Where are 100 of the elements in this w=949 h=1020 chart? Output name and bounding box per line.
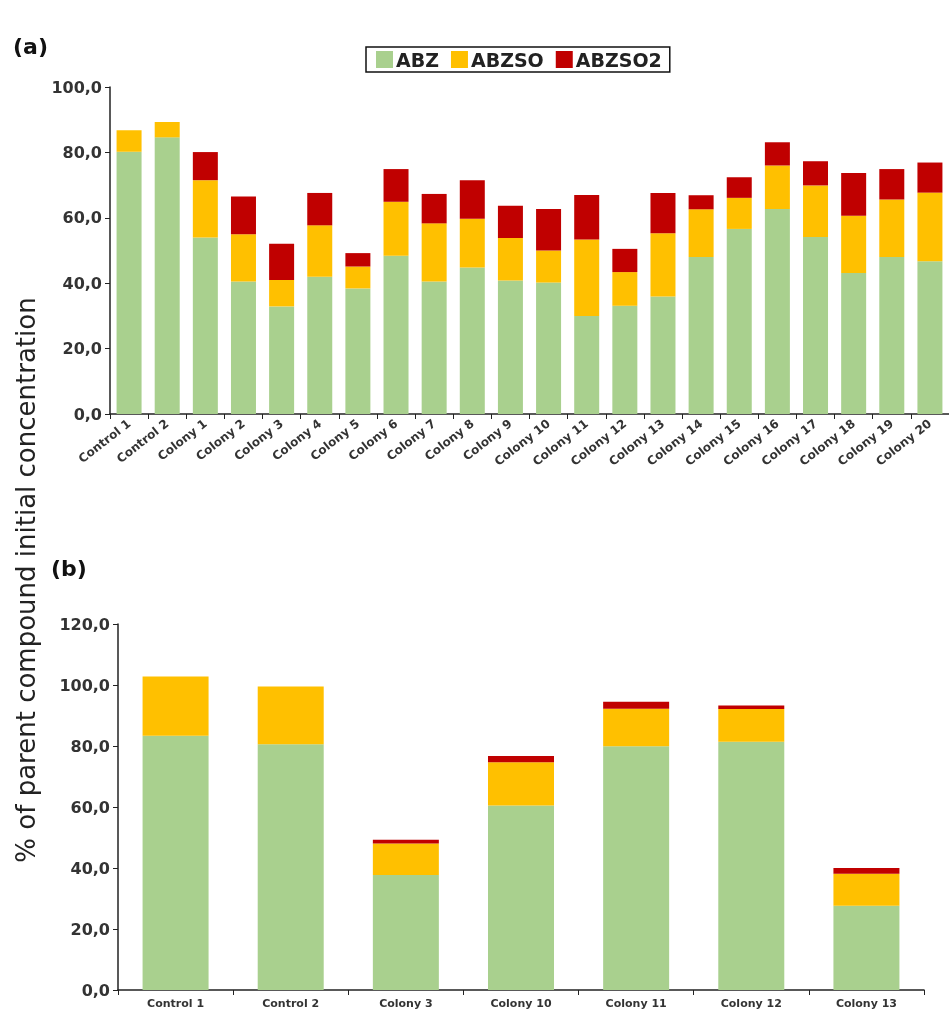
bar (497, 280, 523, 414)
bar (383, 201, 409, 256)
bar (383, 255, 409, 414)
bar (841, 273, 867, 414)
bar (726, 197, 752, 229)
bar (917, 192, 943, 262)
bar (833, 905, 900, 990)
x-tick-label: Control 2 (262, 997, 320, 1010)
bar (803, 237, 829, 414)
bar (650, 296, 676, 414)
y-tick-label: 0,0 (81, 980, 110, 1000)
bar (488, 756, 554, 763)
bar (459, 180, 485, 219)
bar (574, 315, 600, 414)
bar (536, 208, 562, 251)
bar (488, 762, 554, 806)
bar (917, 162, 943, 193)
bar (688, 209, 714, 258)
bar (345, 266, 371, 289)
x-tick-label: Colony 12 (720, 997, 782, 1010)
bar (650, 233, 676, 297)
bar (497, 238, 523, 281)
y-tick-label: 120,0 (59, 614, 110, 634)
x-tick-label: Colony 13 (835, 997, 897, 1010)
bar (879, 199, 905, 258)
bar (307, 225, 333, 277)
bar (192, 237, 218, 414)
bar (764, 165, 790, 209)
bar (192, 152, 218, 181)
bar (879, 257, 905, 414)
bar (536, 250, 562, 283)
bar (612, 272, 638, 306)
bar (230, 281, 256, 414)
bar (603, 746, 670, 990)
x-tick-label: Colony 11 (605, 997, 667, 1010)
bar (142, 735, 209, 990)
bar (269, 279, 295, 307)
bar (718, 709, 785, 742)
y-tick-label: 40,0 (70, 858, 110, 878)
bar (345, 253, 371, 267)
x-tick-label: Colony 10 (490, 997, 552, 1010)
bar (230, 196, 256, 235)
bar (497, 205, 523, 239)
bar (372, 875, 439, 990)
bar (917, 261, 943, 414)
bar (459, 218, 485, 268)
bar (803, 185, 829, 238)
bar (192, 180, 218, 238)
bar (307, 276, 333, 414)
bar (154, 137, 180, 414)
y-tick-label: 80,0 (62, 142, 102, 162)
bar (764, 142, 790, 166)
bar (688, 257, 714, 414)
bar (459, 267, 485, 414)
bar (154, 121, 180, 138)
bar (230, 234, 256, 282)
y-tick-label: 20,0 (70, 919, 110, 939)
y-tick-label: 20,0 (62, 339, 102, 359)
chart-title: (a) (13, 33, 48, 59)
bar (421, 281, 447, 414)
bar (372, 839, 439, 844)
legend-label: ABZ (396, 48, 439, 71)
y-tick-label: 60,0 (62, 208, 102, 228)
y-tick-label: 40,0 (62, 273, 102, 293)
bar (574, 194, 600, 240)
bar (269, 306, 295, 414)
bar (879, 169, 905, 200)
bar (257, 686, 324, 745)
bar (726, 228, 752, 414)
bar (257, 744, 324, 990)
bar (421, 193, 447, 224)
bar (803, 161, 829, 186)
x-tick-label: Colony 3 (379, 997, 433, 1010)
bar (603, 701, 670, 709)
bar (841, 173, 867, 216)
bar (718, 741, 785, 990)
bar (345, 288, 371, 414)
bar (383, 169, 409, 202)
bar (536, 282, 562, 414)
bar (142, 676, 209, 736)
y-tick-label: 100,0 (51, 77, 102, 97)
y-tick-label: 80,0 (70, 736, 110, 756)
bar (116, 130, 142, 152)
bar (269, 243, 295, 280)
bar (603, 708, 670, 747)
bar (488, 805, 554, 990)
y-tick-label: 60,0 (70, 797, 110, 817)
x-tick-label: Control 1 (147, 997, 205, 1010)
y-axis-title: % of parent compound initial concentration (11, 297, 41, 863)
bar (726, 177, 752, 198)
bar (718, 705, 785, 710)
y-tick-label: 0,0 (73, 404, 102, 424)
bar (574, 239, 600, 316)
bar (841, 215, 867, 274)
bar (421, 223, 447, 282)
bar (764, 208, 790, 414)
legend-label: ABZSO2 (575, 48, 662, 71)
legend-label: ABZSO (470, 48, 544, 71)
chart-title: (b) (51, 555, 87, 581)
bar (116, 151, 142, 414)
